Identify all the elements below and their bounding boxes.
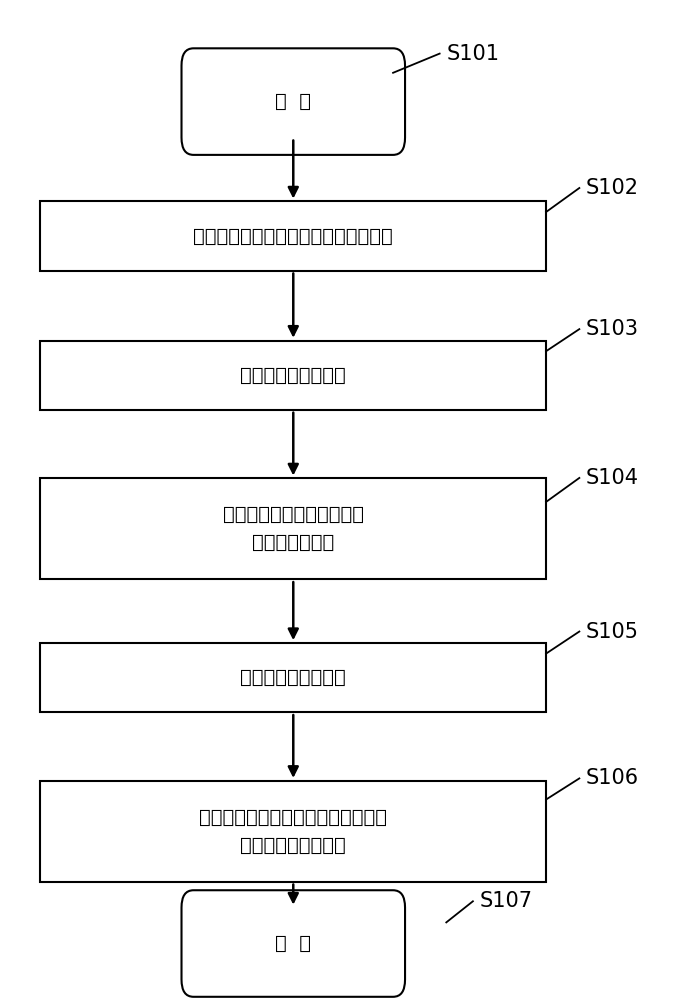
FancyBboxPatch shape bbox=[40, 201, 546, 271]
Text: S104: S104 bbox=[586, 468, 639, 488]
Text: S102: S102 bbox=[586, 178, 639, 198]
Text: 开  始: 开 始 bbox=[275, 92, 311, 111]
Text: 采用陶瓷刀片在卧车上对零件进行加工: 采用陶瓷刀片在卧车上对零件进行加工 bbox=[193, 227, 393, 245]
Text: 结  束: 结 束 bbox=[275, 934, 311, 953]
FancyBboxPatch shape bbox=[40, 478, 546, 579]
FancyBboxPatch shape bbox=[182, 48, 405, 155]
Text: S105: S105 bbox=[586, 622, 639, 642]
FancyBboxPatch shape bbox=[182, 890, 405, 997]
Text: S103: S103 bbox=[586, 319, 639, 339]
FancyBboxPatch shape bbox=[40, 341, 546, 410]
Text: 对陶瓷刀片进行选择: 对陶瓷刀片进行选择 bbox=[240, 366, 346, 385]
Text: 对切削过程进行处理: 对切削过程进行处理 bbox=[240, 668, 346, 687]
Text: 切削过程中，尽可能地加大冷却液的
浇注量，使零件冷却: 切削过程中，尽可能地加大冷却液的 浇注量，使零件冷却 bbox=[200, 808, 387, 855]
FancyBboxPatch shape bbox=[40, 781, 546, 882]
Text: S101: S101 bbox=[446, 44, 499, 64]
Text: 确定切削参数及走刀路线，
对零件进行切削: 确定切削参数及走刀路线， 对零件进行切削 bbox=[222, 505, 364, 552]
Text: S106: S106 bbox=[586, 768, 639, 788]
FancyBboxPatch shape bbox=[40, 643, 546, 712]
Text: S107: S107 bbox=[480, 891, 532, 911]
